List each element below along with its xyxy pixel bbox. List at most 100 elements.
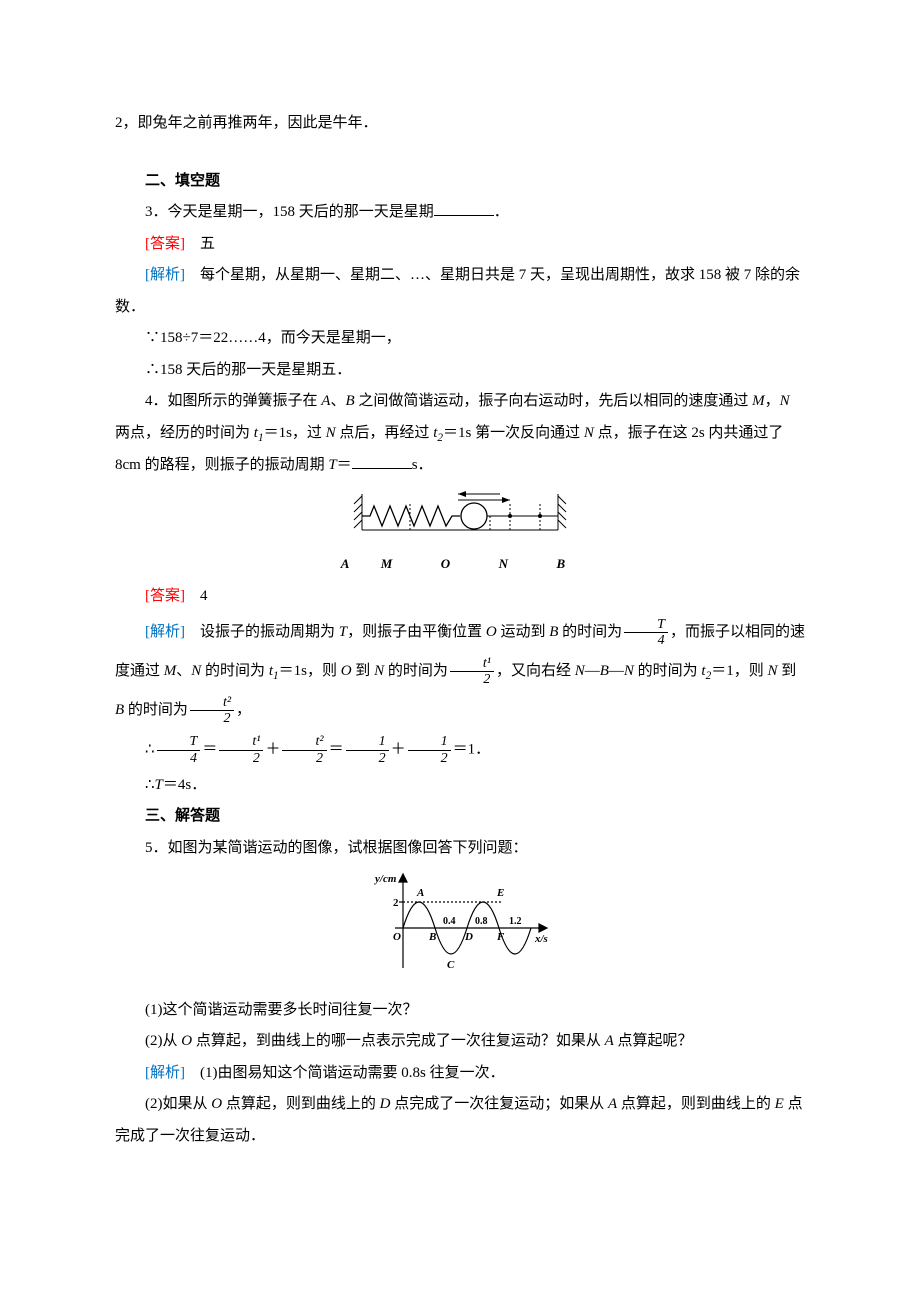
spring-svg [340, 486, 580, 536]
t: ＝1． [453, 742, 491, 758]
q4-answer-val: 4 [185, 588, 208, 604]
v: N [191, 663, 201, 679]
n: T [157, 734, 201, 750]
t: 之间做简谐运动，振子向右运动时，先后以相同的速度通过 [355, 393, 753, 409]
t: ＝1，则 [711, 663, 767, 679]
svg-text:A: A [416, 887, 424, 899]
xt: 1.2 [509, 916, 522, 927]
v: N [624, 663, 634, 679]
t: 的时间为 [201, 663, 269, 679]
page: 2，即兔年之前再推两年，因此是牛年． 二、填空题 3．今天是星期一，158 天后… [0, 0, 920, 1302]
q3-analysis-1: [解析] 每个星期，从星期一、星期二、…、星期日共是 7 天，呈现出周期性，故求… [115, 260, 805, 323]
q3-text-b: ． [494, 204, 509, 220]
t: 到 [352, 663, 375, 679]
v: N [584, 425, 594, 441]
t: 运动到 [497, 624, 550, 640]
d: 2 [450, 672, 494, 687]
v: T [328, 457, 336, 473]
svg-text:B: B [428, 931, 436, 943]
t: — [585, 663, 600, 679]
q3-text: 3．今天是星期一，158 天后的那一天是星期 ． [115, 197, 805, 229]
t: s． [412, 457, 433, 473]
t: ， [236, 702, 251, 718]
t: ，则振子由平衡位置 [347, 624, 486, 640]
t: (2)从 [145, 1033, 181, 1049]
svg-text:D: D [464, 931, 473, 943]
q5-text: 5．如图为某简谐运动的图像，试根据图像回答下列问题： [115, 833, 805, 865]
t: 点后，再经过 [336, 425, 434, 441]
v: t1 [254, 425, 264, 441]
f: 12 [346, 734, 389, 766]
t: ∴ [145, 742, 155, 758]
answer-label: [答案] [145, 588, 185, 604]
n: t¹ [219, 734, 263, 750]
xt: 0.4 [443, 916, 456, 927]
q3-answer: [答案] 五 [115, 229, 805, 261]
section-2-title: 二、填空题 [115, 166, 805, 198]
t: 的时间为 [124, 702, 188, 718]
d: 2 [219, 751, 263, 766]
frac-T4: T4 [624, 617, 668, 649]
q3-analysis-3: ∴158 天后的那一天是星期五． [115, 355, 805, 387]
d: 4 [624, 633, 668, 648]
t: 点算起，则到曲线上的 [222, 1096, 380, 1112]
v: A [608, 1096, 617, 1112]
t: 的时间为 [558, 624, 622, 640]
analysis-label: [解析] [145, 267, 185, 283]
v: B [115, 702, 124, 718]
analysis-label: [解析] [145, 1065, 185, 1081]
t: ＝4s． [163, 777, 206, 793]
q5-sub1: (1)这个简谐运动需要多长时间往复一次？ [115, 995, 805, 1027]
svg-text:F: F [496, 931, 505, 943]
q5-analysis-1: [解析] (1)由图易知这个简谐运动需要 0.8s 往复一次． [115, 1058, 805, 1090]
f: T4 [157, 734, 201, 766]
v: M [164, 663, 177, 679]
q4-text: 4．如图所示的弹簧振子在 A、B 之间做简谐运动，振子向右运动时，先后以相同的速… [115, 386, 805, 482]
d: 2 [346, 751, 389, 766]
t: 设振子的振动周期为 [185, 624, 339, 640]
n: T [624, 617, 668, 633]
t: (2)如果从 [145, 1096, 211, 1112]
v: T [339, 624, 347, 640]
t: ＝1s，则 [279, 663, 341, 679]
v: N [374, 663, 384, 679]
f: t²2 [282, 734, 326, 766]
ytick: 2 [393, 897, 399, 909]
t: 点算起，则到曲线上的 [617, 1096, 775, 1112]
q3-blank [434, 200, 494, 216]
t: ＝ [337, 457, 352, 473]
sine-svg: y/cm x/s 2 O A B C D E F 0.4 0.8 1.2 [365, 868, 555, 978]
q4-answer: [答案] 4 [115, 581, 805, 613]
v: B [345, 393, 354, 409]
spring-labels: A M O N B [115, 550, 805, 577]
t: 、 [330, 393, 345, 409]
section-3-title: 三、解答题 [115, 801, 805, 833]
v: N [326, 425, 336, 441]
f: 12 [408, 734, 451, 766]
t: ＝1s，过 [264, 425, 326, 441]
v: O [211, 1096, 222, 1112]
t: 的时间为 [634, 663, 702, 679]
analysis-label: [解析] [145, 624, 185, 640]
t: 的时间为 [384, 663, 448, 679]
t: ＋ [265, 742, 280, 758]
v: M [752, 393, 765, 409]
n: t² [190, 695, 234, 711]
t: 点完成了一次往复运动；如果从 [390, 1096, 608, 1112]
q4-equation: ∴T4＝t¹2＋t²2＝12＋12＝1． [115, 734, 805, 766]
q3-text-a: 3．今天是星期一，158 天后的那一天是星期 [145, 204, 434, 220]
sine-figure: y/cm x/s 2 O A B C D E F 0.4 0.8 1.2 [115, 868, 805, 991]
t: ， [765, 393, 780, 409]
q3-analysis-2: ∵158÷7＝22……4，而今天是星期一， [115, 323, 805, 355]
d: 2 [408, 751, 451, 766]
xlabel: x/s [534, 933, 548, 945]
n: t¹ [450, 656, 494, 672]
t: ＝ [202, 742, 217, 758]
answer-label: [答案] [145, 236, 185, 252]
v: O [181, 1033, 192, 1049]
d: 4 [157, 751, 201, 766]
t: ＝1s 第一次反向通过 [443, 425, 584, 441]
t: ，又向右经 [496, 663, 575, 679]
q4-conclusion: ∴T＝4s． [115, 770, 805, 802]
n: 1 [346, 734, 389, 750]
